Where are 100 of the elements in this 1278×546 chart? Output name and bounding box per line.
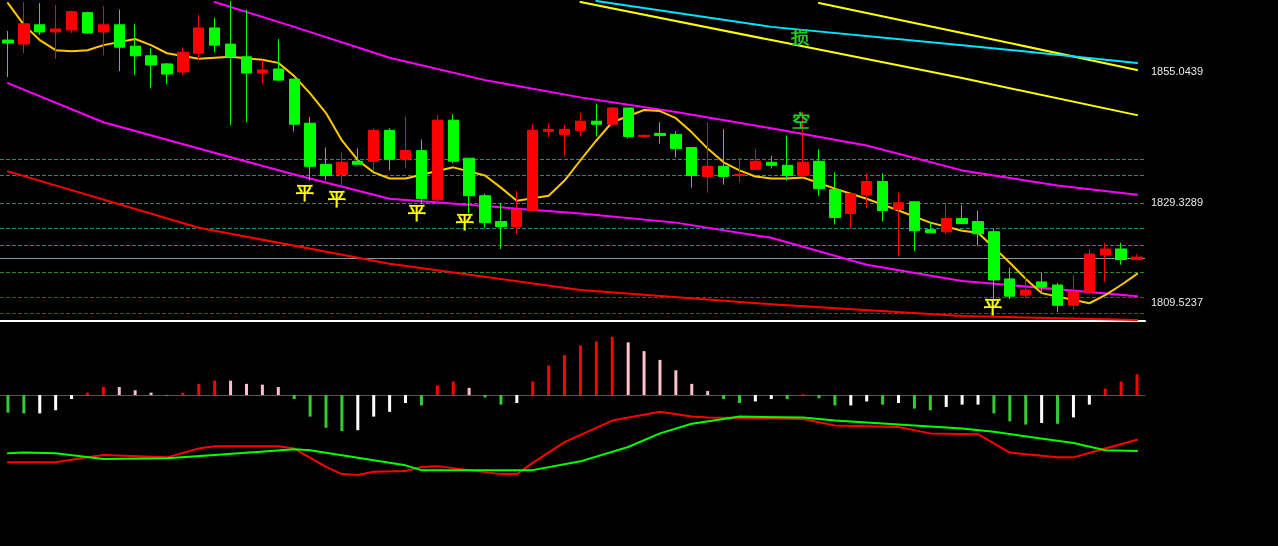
bar (594, 341, 598, 396)
candlestick (130, 23, 141, 76)
annotation: 平 (983, 297, 1002, 317)
bar (881, 395, 885, 405)
candlestick (845, 192, 856, 230)
bar (626, 342, 630, 396)
candlestick (782, 134, 793, 182)
candlestick (1131, 253, 1143, 261)
bar (944, 395, 948, 408)
bar (467, 387, 471, 396)
candlestick (209, 17, 220, 53)
bar (785, 395, 789, 400)
candlestick (941, 203, 952, 235)
candlestick (909, 200, 920, 252)
candlestick (813, 149, 825, 197)
bar (54, 395, 58, 411)
bar (1071, 395, 1075, 418)
bar (101, 387, 105, 396)
bar (1040, 395, 1044, 423)
bar (38, 395, 42, 414)
line-series (6, 170, 1139, 321)
candlestick (495, 202, 507, 250)
bar (372, 395, 376, 417)
bar (960, 395, 964, 405)
bar (547, 365, 551, 396)
candlestick (66, 10, 77, 34)
candlestick (225, 0, 236, 126)
bar (1008, 395, 1012, 422)
bar (499, 395, 503, 405)
bar (292, 395, 296, 400)
candlestick (2, 30, 14, 78)
candlestick (1020, 276, 1031, 299)
candlestick (432, 114, 443, 205)
candlestick (1068, 274, 1079, 311)
bar (324, 395, 328, 428)
candlestick (448, 113, 459, 164)
candlestick (750, 149, 761, 171)
candlestick (320, 147, 332, 182)
candlestick (384, 127, 395, 171)
candlestick (193, 14, 204, 61)
candlestick (463, 157, 475, 214)
candlestick (257, 59, 268, 84)
candlestick (50, 4, 61, 60)
candlestick (18, 1, 30, 54)
y-tick-label: 1855.0439 (1151, 65, 1203, 78)
bar (1135, 374, 1139, 396)
bar (22, 395, 26, 414)
bar (340, 395, 344, 431)
bar (578, 345, 582, 396)
annotation: 损 (790, 27, 810, 47)
bar (70, 395, 74, 400)
bar (404, 395, 408, 404)
candlestick (241, 9, 252, 123)
bar (356, 395, 360, 431)
bar (849, 395, 853, 406)
bar (690, 383, 694, 396)
candlestick (972, 209, 984, 247)
bar (276, 387, 280, 396)
candlestick (479, 193, 491, 229)
candlestick (400, 116, 411, 169)
bar (133, 390, 137, 396)
candlestick (1036, 272, 1047, 294)
candlestick (527, 123, 538, 211)
bar (833, 395, 837, 406)
candlestick (289, 78, 300, 132)
y-tick-label: 1809.5237 (1151, 296, 1203, 309)
bar (912, 395, 916, 409)
candlestick (607, 106, 618, 125)
candlestick (766, 155, 777, 169)
bar (451, 381, 455, 396)
candlestick (623, 107, 634, 139)
candlestick (702, 121, 713, 194)
bar (674, 370, 678, 396)
bar (435, 385, 439, 396)
candlestick (988, 228, 1000, 300)
bar (976, 395, 980, 405)
candlestick (416, 138, 427, 205)
candlestick (591, 102, 602, 137)
bar (865, 395, 869, 402)
annotation: 平 (407, 203, 426, 223)
bar (1087, 395, 1091, 405)
candlestick (177, 46, 189, 76)
bar (610, 336, 614, 396)
bar (531, 381, 535, 396)
bar (658, 359, 662, 396)
candlestick (304, 116, 316, 182)
candlestick (368, 127, 379, 171)
candlestick (718, 128, 729, 186)
bar (308, 395, 312, 417)
bar (1056, 395, 1060, 424)
bar (753, 395, 757, 402)
bar (722, 395, 726, 400)
bar (992, 395, 996, 414)
candlestick (1084, 248, 1095, 295)
annotation: 平 (295, 183, 314, 203)
candlestick (893, 192, 904, 257)
bar (706, 391, 710, 396)
candlestick (1115, 242, 1127, 266)
bar (642, 351, 646, 396)
bar (213, 380, 217, 396)
